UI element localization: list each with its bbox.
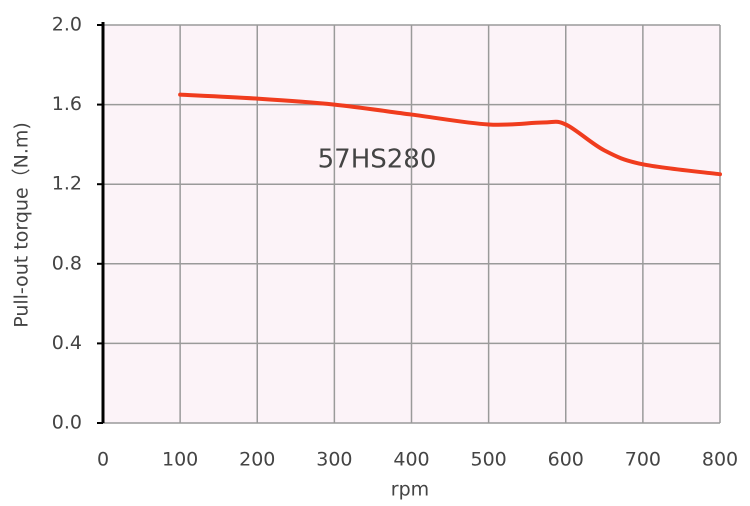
y-tick-label: 1.2: [52, 173, 82, 195]
y-tick-label: 2.0: [52, 14, 82, 36]
x-tick-label: 600: [548, 449, 584, 471]
y-tick-label: 0.8: [52, 252, 82, 274]
annotation: 57HS280: [318, 145, 437, 175]
y-tick-label: 0.0: [52, 412, 82, 434]
x-axis-label: rpm: [391, 479, 429, 501]
data-line: [178, 92, 722, 177]
y-tick-label: 0.4: [52, 332, 82, 354]
x-tick-label: 300: [316, 449, 352, 471]
x-tick-label: 200: [239, 449, 275, 471]
x-tick-label: 0: [97, 449, 109, 471]
y-axis-label: Pull-out torque（N.m): [11, 122, 33, 328]
x-tick-label: 800: [702, 449, 738, 471]
x-tick-label: 400: [393, 449, 429, 471]
x-tick-label: 100: [162, 449, 198, 471]
y-tick-label: 1.6: [52, 93, 82, 115]
x-tick-label: 700: [625, 449, 661, 471]
x-tick-label: 500: [470, 449, 506, 471]
